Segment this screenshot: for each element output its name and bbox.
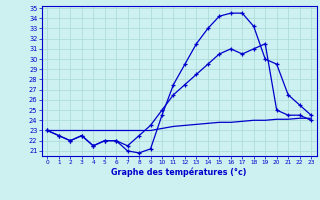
- X-axis label: Graphe des températures (°c): Graphe des températures (°c): [111, 168, 247, 177]
